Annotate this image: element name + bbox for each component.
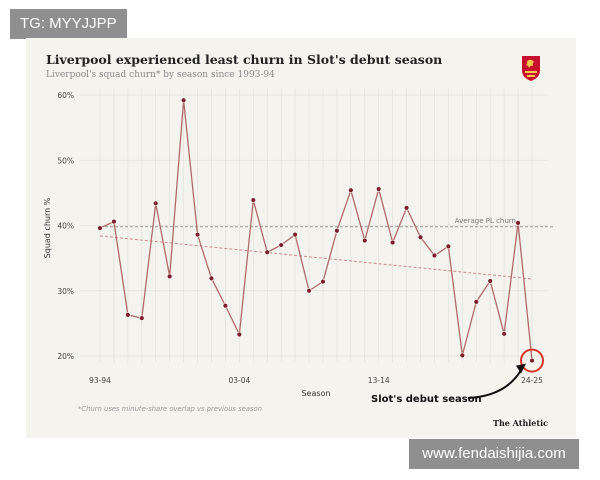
- data-point: [278, 242, 284, 248]
- chart-title: Liverpool experienced least churn in Slo…: [46, 52, 443, 67]
- data-point: [417, 234, 424, 240]
- data-point: [473, 299, 479, 305]
- data-point: [529, 357, 535, 364]
- squad-churn-chart: Average PL churn Slot's debut season 20%…: [43, 88, 554, 428]
- data-point: [111, 218, 117, 225]
- x-tick-label: 03-04: [228, 376, 250, 385]
- y-axis-label: Squad churn %: [43, 197, 52, 258]
- data-point: [264, 249, 270, 255]
- data-point: [194, 231, 201, 238]
- slot-debut-highlight: [520, 348, 544, 373]
- watermark-bottom-right: www.fendaishijia.com: [409, 439, 579, 469]
- data-point: [236, 331, 243, 338]
- data-point: [97, 225, 103, 231]
- y-tick-label: 50%: [57, 156, 74, 165]
- data-point: [403, 205, 410, 211]
- data-point: [180, 97, 187, 103]
- data-point: [487, 278, 493, 284]
- y-tick-label: 60%: [57, 91, 74, 100]
- slot-debut-label: Slot's debut season: [371, 394, 482, 405]
- data-point: [153, 200, 159, 207]
- data-point: [320, 278, 326, 285]
- brand-logo-text: The Athletic: [493, 418, 548, 428]
- data-point: [389, 239, 396, 246]
- data-point: [501, 331, 507, 337]
- data-point: [166, 273, 173, 280]
- data-point: [459, 352, 466, 359]
- x-tick-label: 24-25: [521, 376, 543, 385]
- data-point: [250, 197, 256, 203]
- chart-subtitle: Liverpool's squad churn* by season since…: [46, 70, 275, 80]
- churn-series-line: [99, 100, 533, 361]
- data-point: [376, 186, 382, 192]
- footnote: *Churn uses minute-share overlap vs prev…: [78, 405, 262, 413]
- data-point: [348, 187, 354, 193]
- chart-card: Liverpool experienced least churn in Slo…: [26, 38, 576, 438]
- data-point: [306, 288, 312, 294]
- liverbird-crest-icon: [522, 56, 540, 81]
- data-point: [292, 231, 298, 238]
- data-point: [222, 303, 229, 309]
- x-axis-label: Season: [301, 389, 330, 398]
- x-tick-label: 93-94: [89, 376, 111, 385]
- data-point: [208, 275, 215, 282]
- y-tick-label: 30%: [57, 287, 74, 296]
- average-pl-churn-label: Average PL churn: [455, 217, 516, 225]
- annotation-arrow-head: [516, 363, 526, 374]
- data-point: [445, 243, 452, 250]
- data-point: [139, 315, 145, 321]
- y-tick-label: 40%: [57, 222, 74, 231]
- data-point: [125, 312, 131, 318]
- trend-line: [99, 235, 533, 280]
- data-point: [362, 237, 368, 244]
- data-point: [515, 220, 521, 226]
- data-point: [431, 252, 438, 259]
- x-tick-label: 13-14: [368, 376, 390, 385]
- data-point: [334, 228, 340, 234]
- watermark-top-left: TG: MYYJJPP: [10, 9, 127, 39]
- y-tick-label: 20%: [57, 352, 74, 361]
